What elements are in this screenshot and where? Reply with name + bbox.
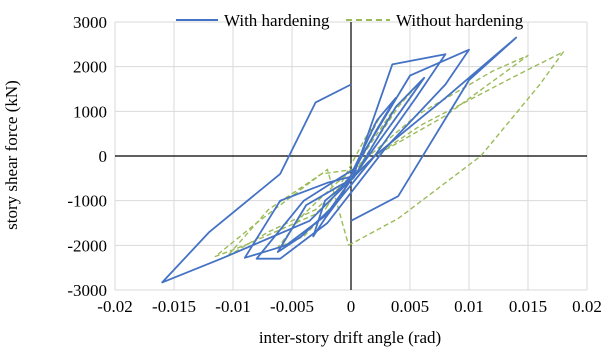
x-tick-label: 0.01 (454, 297, 484, 316)
legend: With hardening Without hardening (176, 11, 524, 30)
x-tick-label: 0.02 (572, 297, 602, 316)
y-axis-title: story shear force (kN) (2, 80, 21, 230)
x-tick-label: 0 (347, 297, 356, 316)
series-line-with-hardening (255, 48, 470, 260)
series-line-without-hardening (214, 51, 565, 258)
x-tick-label: -0.015 (152, 297, 196, 316)
y-tick-label: -3000 (67, 281, 107, 300)
series-line-with-hardening (161, 36, 518, 284)
y-tick-label: -2000 (67, 236, 107, 255)
series-line-without-hardening (277, 79, 423, 249)
y-tick-label: 3000 (73, 13, 107, 32)
x-tick-label: -0.02 (97, 297, 132, 316)
y-tick-label: 1000 (73, 102, 107, 121)
y-tick-label: -1000 (67, 192, 107, 211)
series-line-with-hardening (276, 76, 426, 253)
series-line-with-hardening (243, 53, 447, 259)
legend-label-without-hardening: Without hardening (396, 11, 524, 30)
tick-labels: -0.02 -0.015 -0.01 -0.005 0 0.005 0.01 0.015 0.0… (67, 13, 602, 316)
x-tick-label: -0.005 (270, 297, 314, 316)
x-tick-label: 0.015 (509, 297, 547, 316)
x-tick-label: -0.01 (215, 297, 250, 316)
legend-label-with-hardening: With hardening (224, 11, 330, 30)
axes (115, 22, 587, 290)
y-tick-label: 2000 (73, 58, 107, 77)
x-axis-title: inter-story drift angle (rad) (259, 328, 441, 347)
series-lines (161, 36, 565, 284)
y-tick-label: 0 (99, 147, 108, 166)
x-tick-label: 0.005 (391, 297, 429, 316)
